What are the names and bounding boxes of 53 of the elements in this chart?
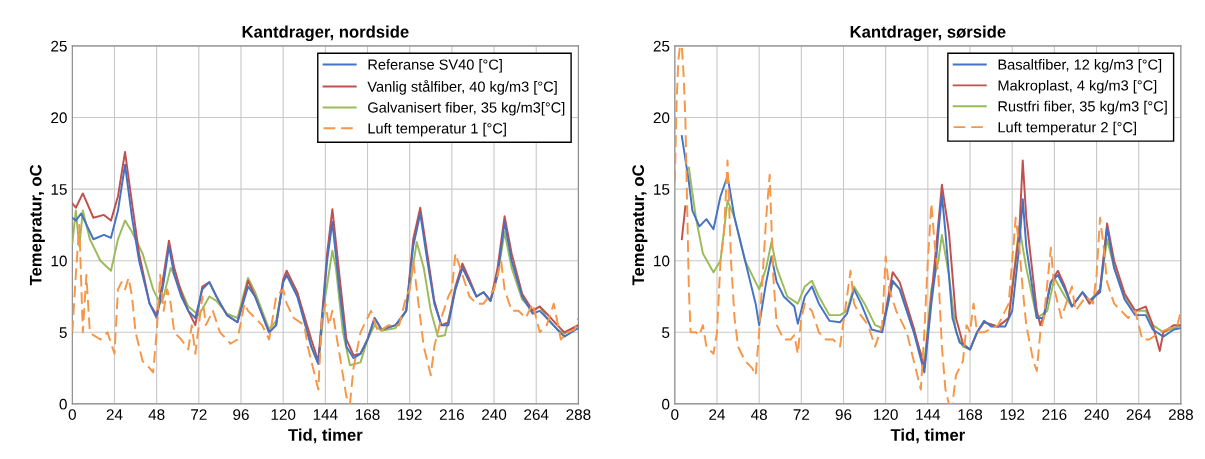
x-tick-label: 48 [148, 409, 165, 420]
x-tick-label: 120 [271, 409, 296, 420]
y-tick-label: 10 [654, 255, 670, 267]
x-tick-label: 144 [916, 409, 941, 420]
x-tick-label: 120 [874, 409, 898, 420]
legend-label: Luft temperatur 1 [°C] [368, 122, 506, 137]
legend-label: Luft temperatur 2 [°C] [998, 121, 1136, 136]
x-tick-label: 288 [566, 409, 591, 420]
chart-title: Kantdrager, sørside [850, 25, 1006, 42]
y-tick-label: 25 [653, 40, 670, 52]
x-tick-label: 192 [1000, 409, 1025, 420]
x-tick-label: 216 [1042, 409, 1067, 420]
x-tick-label: 24 [709, 409, 726, 420]
x-tick-label: 240 [482, 409, 507, 420]
legend-label: Galvanisert fiber, 35 kg/m3[°C] [368, 101, 565, 116]
x-tick-label: 24 [106, 409, 123, 420]
x-tick-label: 288 [1168, 409, 1193, 420]
y-tick-label: 15 [654, 184, 670, 195]
x-tick-label: 216 [439, 409, 464, 420]
x-tick-label: 192 [398, 409, 422, 420]
x-tick-label: 264 [524, 409, 549, 420]
y-axis-title: Temepratur, oC [632, 164, 648, 286]
y-tick-label: 5 [59, 327, 67, 338]
legend-label: Vanlig stålfiber, 40 kg/m3 [°C] [367, 79, 557, 95]
x-tick-label: 72 [191, 409, 207, 420]
x-axis-title: Tid, timer [288, 428, 363, 444]
x-tick-label: 168 [355, 409, 380, 420]
y-tick-label: 0 [662, 398, 670, 410]
y-tick-label: 0 [59, 398, 67, 410]
legend-label: Referanse SV40 [°C] [368, 59, 502, 73]
x-tick-label: 0 [68, 409, 76, 420]
x-axis-title: Tid, timer [890, 428, 965, 444]
line-series [674, 45, 1181, 404]
x-tick-label: 72 [793, 409, 810, 420]
x-tick-label: 168 [958, 409, 983, 420]
x-tick-label: 0 [671, 409, 679, 420]
legend-label: Makroplast, 4 kg/m3 [°C] [998, 79, 1157, 94]
y-tick-label: 10 [51, 255, 67, 267]
x-tick-label: 144 [313, 409, 338, 420]
x-tick-label: 240 [1084, 409, 1109, 420]
y-tick-label: 20 [653, 112, 670, 124]
x-tick-label: 48 [751, 409, 767, 420]
x-tick-label: 96 [835, 409, 852, 420]
y-axis-title: Temepratur, oC [29, 164, 45, 286]
x-tick-label: 264 [1126, 409, 1152, 420]
y-tick-label: 25 [51, 40, 67, 52]
legend-label: Rustfri fiber, 35 kg/m3 [°C] [998, 100, 1167, 115]
legend-label: Basaltfiber, 12 kg/m3 [°C] [998, 59, 1162, 73]
chart-title: Kantdrager, nordside [242, 25, 409, 42]
x-tick-label: 96 [233, 409, 249, 420]
y-tick-label: 15 [51, 184, 67, 195]
y-tick-label: 5 [662, 327, 670, 338]
y-tick-label: 20 [51, 112, 67, 124]
